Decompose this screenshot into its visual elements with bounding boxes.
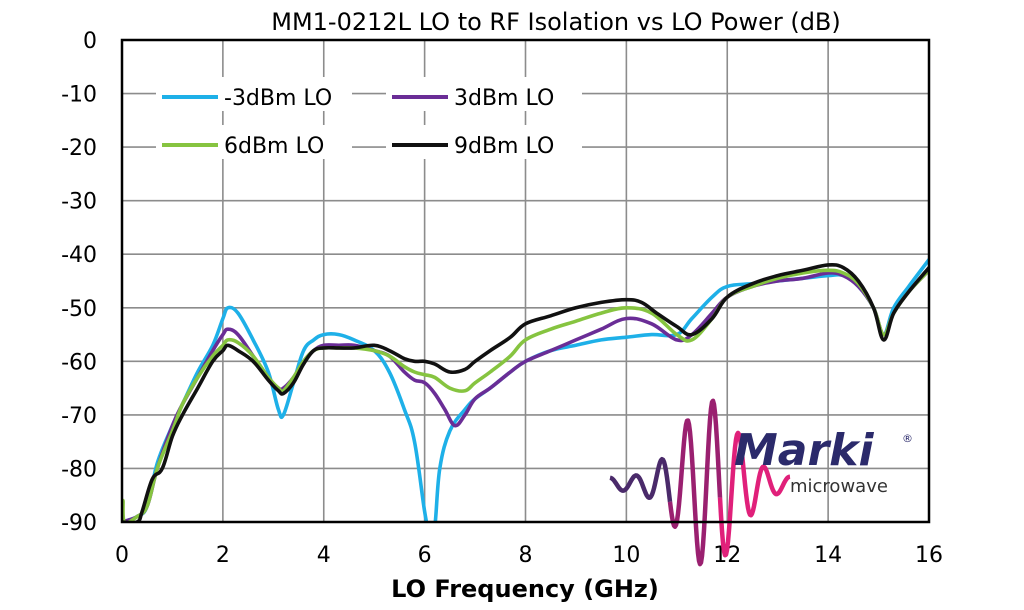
marki-logo: Marki ® microwave <box>608 398 913 567</box>
legend-label-3dbm-lo: 3dBm LO <box>454 86 554 111</box>
logo-wave-segment <box>667 398 723 567</box>
chart-title: MM1-0212L LO to RF Isolation vs LO Power… <box>271 8 841 36</box>
x-tick-label: 6 <box>418 543 432 568</box>
legend-label-9dbm-lo: 9dBm LO <box>454 134 554 159</box>
logo-wave-segment <box>608 456 673 503</box>
logo-registered-mark: ® <box>902 432 913 445</box>
x-tick-label: 10 <box>612 543 640 568</box>
series-lines <box>122 257 929 522</box>
y-tick-label: -80 <box>61 457 97 482</box>
y-tick-label: -40 <box>61 243 97 268</box>
x-tick-label: 16 <box>915 543 943 568</box>
y-tick-label: -30 <box>61 190 97 215</box>
x-tick-label: 2 <box>216 543 230 568</box>
logo-wave-segment <box>717 430 792 558</box>
legend-bg-6dbm-lo <box>156 125 352 159</box>
y-tick-label: 0 <box>83 29 97 54</box>
y-tick-label: -90 <box>61 511 97 536</box>
y-tick-labels: 0 -10 -20 -30 -40 -50 -60 -70 -80 -90 <box>61 29 97 536</box>
logo-wave-mark <box>608 398 792 567</box>
y-tick-label: -10 <box>61 83 97 108</box>
plot-frame <box>120 38 931 524</box>
x-tick-label: 4 <box>317 543 331 568</box>
logo-brand-text: Marki <box>734 425 874 476</box>
legend-label-3dbm-lo: -3dBm LO <box>224 86 332 111</box>
legend-bg-9dbm-lo <box>386 125 582 159</box>
y-tick-label: -70 <box>61 404 97 429</box>
series-line-9dbm-lo <box>122 262 929 522</box>
legend-bg-3dbm-lo <box>156 77 352 111</box>
series-line-6dbm-lo <box>122 268 929 522</box>
legend-label-6dbm-lo: 6dBm LO <box>224 134 324 159</box>
x-axis-label: LO Frequency (GHz) <box>391 575 659 603</box>
x-tick-labels: 0 2 4 6 8 10 12 14 16 <box>115 543 943 568</box>
series-line-3dbm-lo <box>122 268 929 522</box>
x-tick-label: 8 <box>519 543 533 568</box>
legend-bg-3dbm-lo <box>386 77 582 111</box>
x-tick-label: 0 <box>115 543 129 568</box>
x-tick-label: 14 <box>814 543 842 568</box>
legend: -3dBm LO 3dBm LO 6dBm LO 9dBm LO <box>156 77 582 159</box>
y-tick-label: -50 <box>61 297 97 322</box>
logo-sub-text: microwave <box>790 476 888 497</box>
y-tick-label: -20 <box>61 136 97 161</box>
y-tick-label: -60 <box>61 350 97 375</box>
